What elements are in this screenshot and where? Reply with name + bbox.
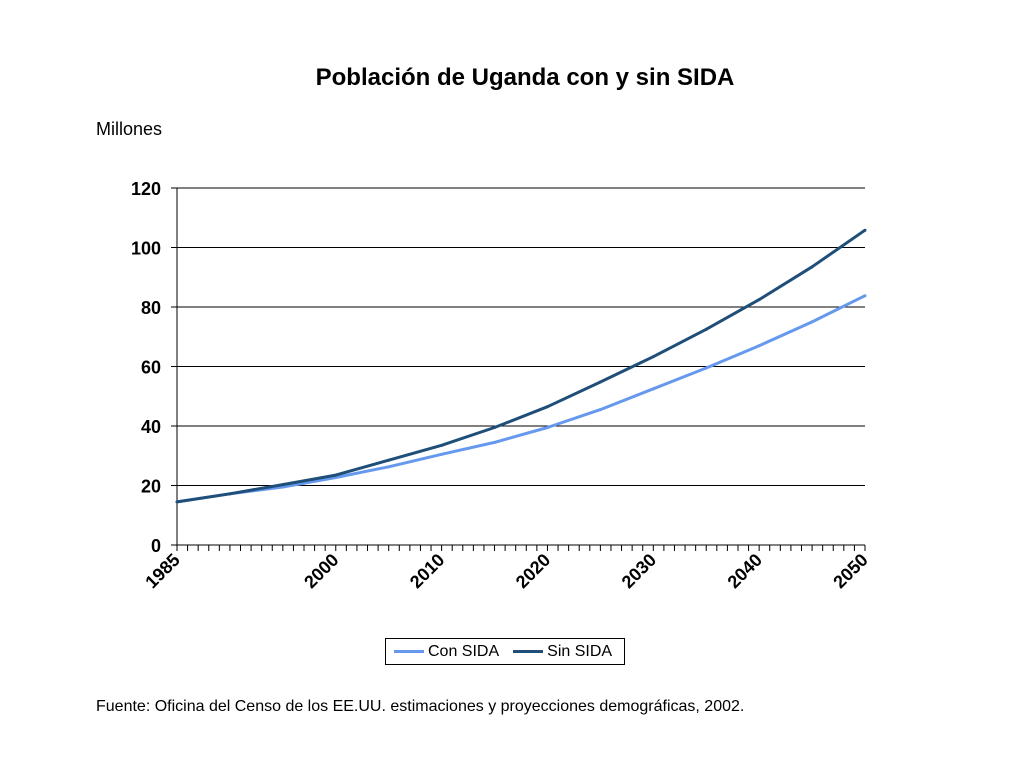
data-point-con-sida-2030 [651,387,655,391]
x-tick-label-1985: 1985 [141,550,183,592]
source-note: Fuente: Oficina del Censo de los EE.UU. … [96,698,745,715]
chart-title: Población de Uganda con y sin SIDA [315,64,735,91]
legend-swatch-sin-sida [513,650,544,653]
series-line-con-sida [176,294,866,504]
data-point-con-sida-2050 [863,294,867,298]
data-point-sin-sida-2025 [598,380,602,384]
data-point-sin-sida-2020 [545,405,549,409]
legend: Con SIDA Sin SIDA [385,638,625,665]
y-tick-label-100: 100 [131,239,161,259]
x-tick-label-2010: 2010 [406,550,448,592]
y-tick-label-120: 120 [131,179,161,199]
series-line-sin-sida [176,228,866,504]
data-point-con-sida-2010 [440,452,444,456]
data-point-sin-sida-2050 [863,228,867,232]
legend-label-con-sida: Con SIDA [428,642,500,660]
data-point-con-sida-2045 [810,320,814,324]
data-point-con-sida-2020 [545,425,549,429]
data-point-con-sida-2025 [598,408,602,412]
data-point-sin-sida-2005 [387,458,391,462]
y-tick-label-0: 0 [151,536,161,556]
x-tick-label-2000: 2000 [300,550,342,592]
data-point-con-sida-2005 [387,465,391,469]
data-point-sin-sida-2040 [757,298,761,302]
x-tick-label-2050: 2050 [829,550,871,592]
legend-item-sin-sida: Sin SIDA [513,643,612,661]
data-point-con-sida-2040 [757,344,761,348]
data-point-sin-sida-1995 [281,483,285,487]
data-point-sin-sida-2045 [810,265,814,269]
y-tick-label-80: 80 [141,298,161,318]
x-tick-label-2020: 2020 [512,550,554,592]
y-tick-label-20: 20 [141,477,161,497]
data-point-sin-sida-1990 [228,492,232,496]
y-axis-unit-label: Millones [96,119,163,139]
data-point-con-sida-2035 [704,366,708,370]
data-point-sin-sida-2000 [334,473,338,477]
data-point-sin-sida-2010 [440,443,444,447]
legend-swatch-con-sida [394,650,424,653]
legend-item-con-sida: Con SIDA [394,643,499,661]
data-point-sin-sida-2030 [651,355,655,359]
data-point-sin-sida-2035 [704,327,708,331]
y-tick-label-60: 60 [141,358,161,378]
y-tick-label-40: 40 [141,417,161,437]
data-point-sin-sida-1985 [175,500,179,504]
x-tick-label-2040: 2040 [724,550,766,592]
data-point-sin-sida-2015 [493,425,497,429]
legend-label-sin-sida: Sin SIDA [547,642,613,660]
x-tick-label-2030: 2030 [618,550,660,592]
data-point-con-sida-2015 [493,440,497,444]
